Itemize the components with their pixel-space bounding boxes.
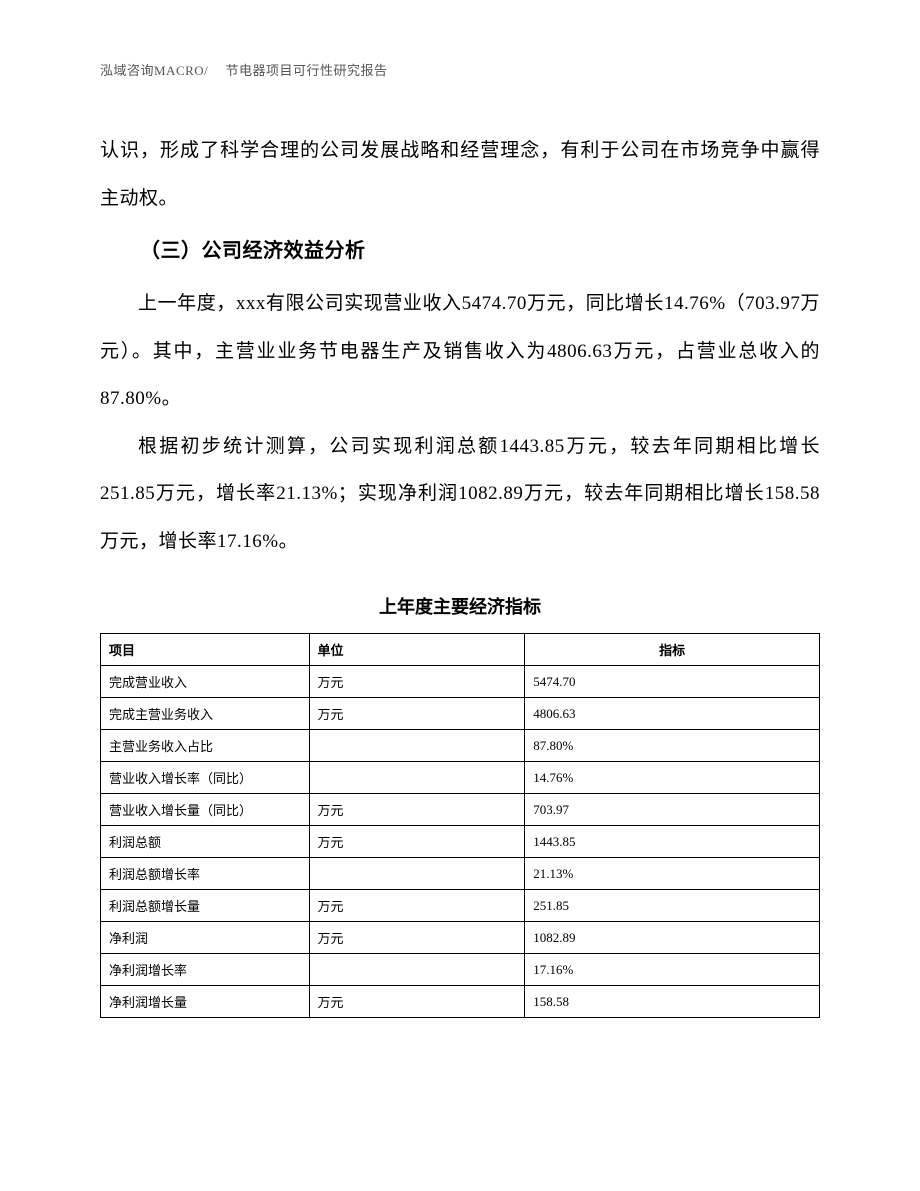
- economic-indicators-table: 项目 单位 指标 完成营业收入 万元 5474.70 完成主营业务收入 万元 4…: [100, 633, 820, 1018]
- table-header-row: 项目 单位 指标: [101, 634, 820, 666]
- table-cell: 净利润增长率: [101, 954, 310, 986]
- paragraph-2: 上一年度，xxx有限公司实现营业收入5474.70万元，同比增长14.76%（7…: [100, 280, 820, 423]
- table-row: 净利润增长量 万元 158.58: [101, 986, 820, 1018]
- table-cell: 营业收入增长量（同比）: [101, 794, 310, 826]
- table-row: 营业收入增长量（同比） 万元 703.97: [101, 794, 820, 826]
- table-cell: 主营业务收入占比: [101, 730, 310, 762]
- table-cell: 万元: [309, 922, 525, 954]
- table-cell: 净利润增长量: [101, 986, 310, 1018]
- table-cell: 完成营业收入: [101, 666, 310, 698]
- body-content: 认识，形成了科学合理的公司发展战略和经营理念，有利于公司在市场竞争中赢得主动权。…: [100, 127, 820, 565]
- table-row: 利润总额 万元 1443.85: [101, 826, 820, 858]
- table-cell: 万元: [309, 666, 525, 698]
- table-row: 利润总额增长量 万元 251.85: [101, 890, 820, 922]
- table-cell: 87.80%: [525, 730, 820, 762]
- table-cell: 5474.70: [525, 666, 820, 698]
- table-cell: 营业收入增长率（同比）: [101, 762, 310, 794]
- table-row: 净利润增长率 17.16%: [101, 954, 820, 986]
- table-cell: 21.13%: [525, 858, 820, 890]
- table-header-indicator: 指标: [525, 634, 820, 666]
- table-title: 上年度主要经济指标: [100, 593, 820, 619]
- page-header: 泓域咨询MACRO/ 节电器项目可行性研究报告: [100, 60, 820, 79]
- table-cell: 4806.63: [525, 698, 820, 730]
- table-cell: 1082.89: [525, 922, 820, 954]
- table-cell: 17.16%: [525, 954, 820, 986]
- table-cell: 251.85: [525, 890, 820, 922]
- table-row: 利润总额增长率 21.13%: [101, 858, 820, 890]
- table-cell: [309, 730, 525, 762]
- section-heading: （三）公司经济效益分析: [100, 226, 820, 276]
- table-row: 完成主营业务收入 万元 4806.63: [101, 698, 820, 730]
- table-cell: 万元: [309, 698, 525, 730]
- table-header-project: 项目: [101, 634, 310, 666]
- table-cell: 利润总额: [101, 826, 310, 858]
- paragraph-3: 根据初步统计测算，公司实现利润总额1443.85万元，较去年同期相比增长251.…: [100, 423, 820, 566]
- table-cell: [309, 762, 525, 794]
- table-cell: 万元: [309, 826, 525, 858]
- document-page: 泓域咨询MACRO/ 节电器项目可行性研究报告 认识，形成了科学合理的公司发展战…: [0, 0, 920, 1018]
- table-cell: 利润总额增长率: [101, 858, 310, 890]
- table-header-unit: 单位: [309, 634, 525, 666]
- table-cell: 利润总额增长量: [101, 890, 310, 922]
- table-cell: [309, 858, 525, 890]
- table-cell: 净利润: [101, 922, 310, 954]
- table-cell: 完成主营业务收入: [101, 698, 310, 730]
- table-cell: [309, 954, 525, 986]
- table-row: 净利润 万元 1082.89: [101, 922, 820, 954]
- table-cell: 万元: [309, 794, 525, 826]
- table-row: 完成营业收入 万元 5474.70: [101, 666, 820, 698]
- table-cell: 703.97: [525, 794, 820, 826]
- table-row: 营业收入增长率（同比） 14.76%: [101, 762, 820, 794]
- table-cell: 万元: [309, 986, 525, 1018]
- paragraph-1: 认识，形成了科学合理的公司发展战略和经营理念，有利于公司在市场竞争中赢得主动权。: [100, 127, 820, 222]
- table-row: 主营业务收入占比 87.80%: [101, 730, 820, 762]
- table-cell: 1443.85: [525, 826, 820, 858]
- table-cell: 14.76%: [525, 762, 820, 794]
- table-body: 完成营业收入 万元 5474.70 完成主营业务收入 万元 4806.63 主营…: [101, 666, 820, 1018]
- table-cell: 158.58: [525, 986, 820, 1018]
- table-cell: 万元: [309, 890, 525, 922]
